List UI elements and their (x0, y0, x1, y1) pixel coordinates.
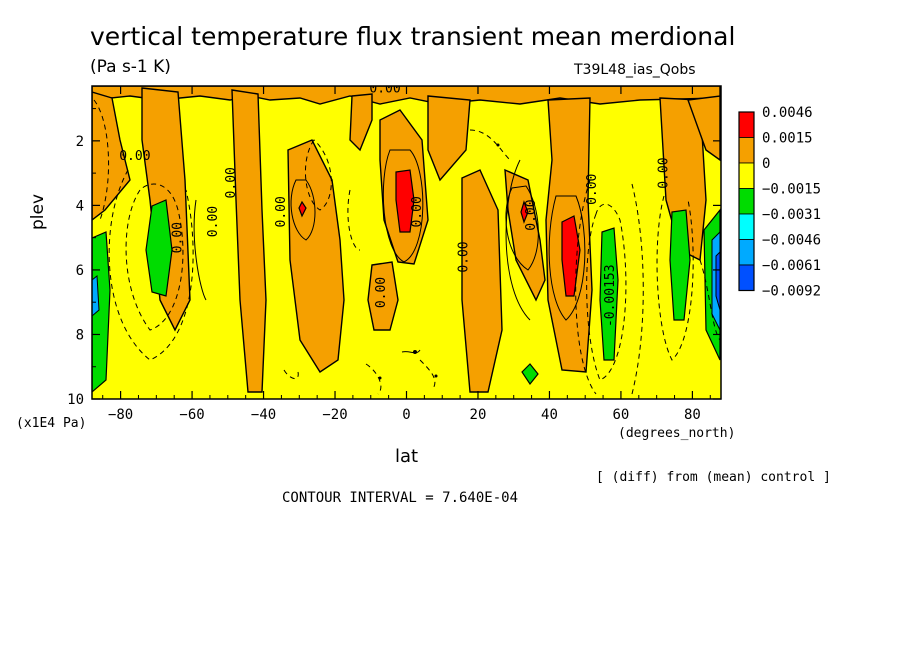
y-axis-unit: (x1E4 Pa) (16, 416, 87, 431)
run-label: T39L48_ias_Qobs (574, 62, 696, 78)
chart-title: vertical temperature flux transient mean… (90, 22, 736, 51)
legend-label: −0.0046 (762, 233, 821, 249)
y-axis: 2 4 6 8 10 (67, 108, 721, 408)
legend-swatch (738, 137, 755, 164)
contour-label: 0.00 (274, 196, 289, 227)
contour-label: 0.00 (585, 174, 600, 205)
y-tick-label: 8 (76, 327, 84, 343)
legend-label: −0.0061 (762, 258, 821, 274)
negative-contours (93, 99, 721, 395)
plot-area: 0.000.000.000.000.000.00 0.00 0.000.000.00… (92, 81, 721, 399)
x-tick-label: −20 (322, 407, 347, 423)
diff-note: [ (diff) from (mean) control ] (596, 470, 831, 485)
y-tick-label: 10 (67, 392, 84, 408)
legend-label: 0.0046 (762, 105, 813, 121)
contour-label: 0.00 (410, 196, 425, 227)
x-tick-label: −60 (179, 407, 204, 423)
x-tick-label: −40 (251, 407, 276, 423)
y-tick-label: 4 (76, 198, 84, 214)
legend-label: 0.0015 (762, 131, 813, 147)
contour-label: 0.00 (119, 149, 150, 164)
legend-swatch (738, 213, 755, 240)
contour-label: 0.00 (524, 199, 539, 230)
legend-label: −0.0031 (762, 207, 821, 223)
x-tick-label: −80 (108, 407, 133, 423)
contour-dots (378, 143, 500, 380)
contour-label: 0.00 (224, 167, 239, 198)
x-tick-label: 20 (470, 407, 487, 423)
x-tick-label: 0 (402, 407, 410, 423)
legend-swatch (738, 239, 755, 266)
contour-label: 0.00 (369, 81, 400, 96)
x-tick-label: 60 (613, 407, 630, 423)
legend-label: −0.0092 (762, 284, 821, 300)
x-tick-label: 80 (684, 407, 701, 423)
contour-labels: 0.000.000.000.000.000.00 0.00 0.000.000.00… (119, 81, 671, 327)
contour-label: 0.00 (656, 157, 671, 188)
contour-interval: CONTOUR INTERVAL = 7.640E-04 (282, 490, 519, 506)
x-axis: −80 −60 −40 −20 0 20 40 60 80 (102, 86, 711, 423)
legend-label: 0 (762, 156, 770, 172)
legend-label: −0.0015 (762, 182, 821, 198)
x-tick-label: 40 (541, 407, 558, 423)
y-tick-label: 6 (76, 263, 84, 279)
legend-swatch (738, 111, 755, 138)
x-axis-label: lat (395, 446, 419, 467)
contour-label: -0.00153 (603, 264, 618, 327)
legend-swatch (738, 188, 755, 215)
chart-units: (Pa s-1 K) (90, 57, 171, 77)
contour-label: 0.00 (206, 206, 221, 237)
contour-label: 0.00 (170, 222, 185, 253)
red-regions (298, 169, 581, 297)
contour-label: 0.00 (374, 277, 389, 308)
contour-label: 0.00 (456, 241, 471, 272)
legend-frame (738, 111, 755, 292)
color-legend: 0.0046 0.0015 0 −0.0015 −0.0031 −0.0046 −0.006… (738, 105, 821, 300)
legend-swatch (738, 264, 755, 291)
x-axis-unit: (degrees_north) (618, 426, 736, 441)
legend-swatch (738, 162, 755, 189)
positive-inner-contours (193, 149, 586, 354)
blue-regions (92, 230, 721, 331)
y-tick-label: 2 (76, 134, 84, 150)
